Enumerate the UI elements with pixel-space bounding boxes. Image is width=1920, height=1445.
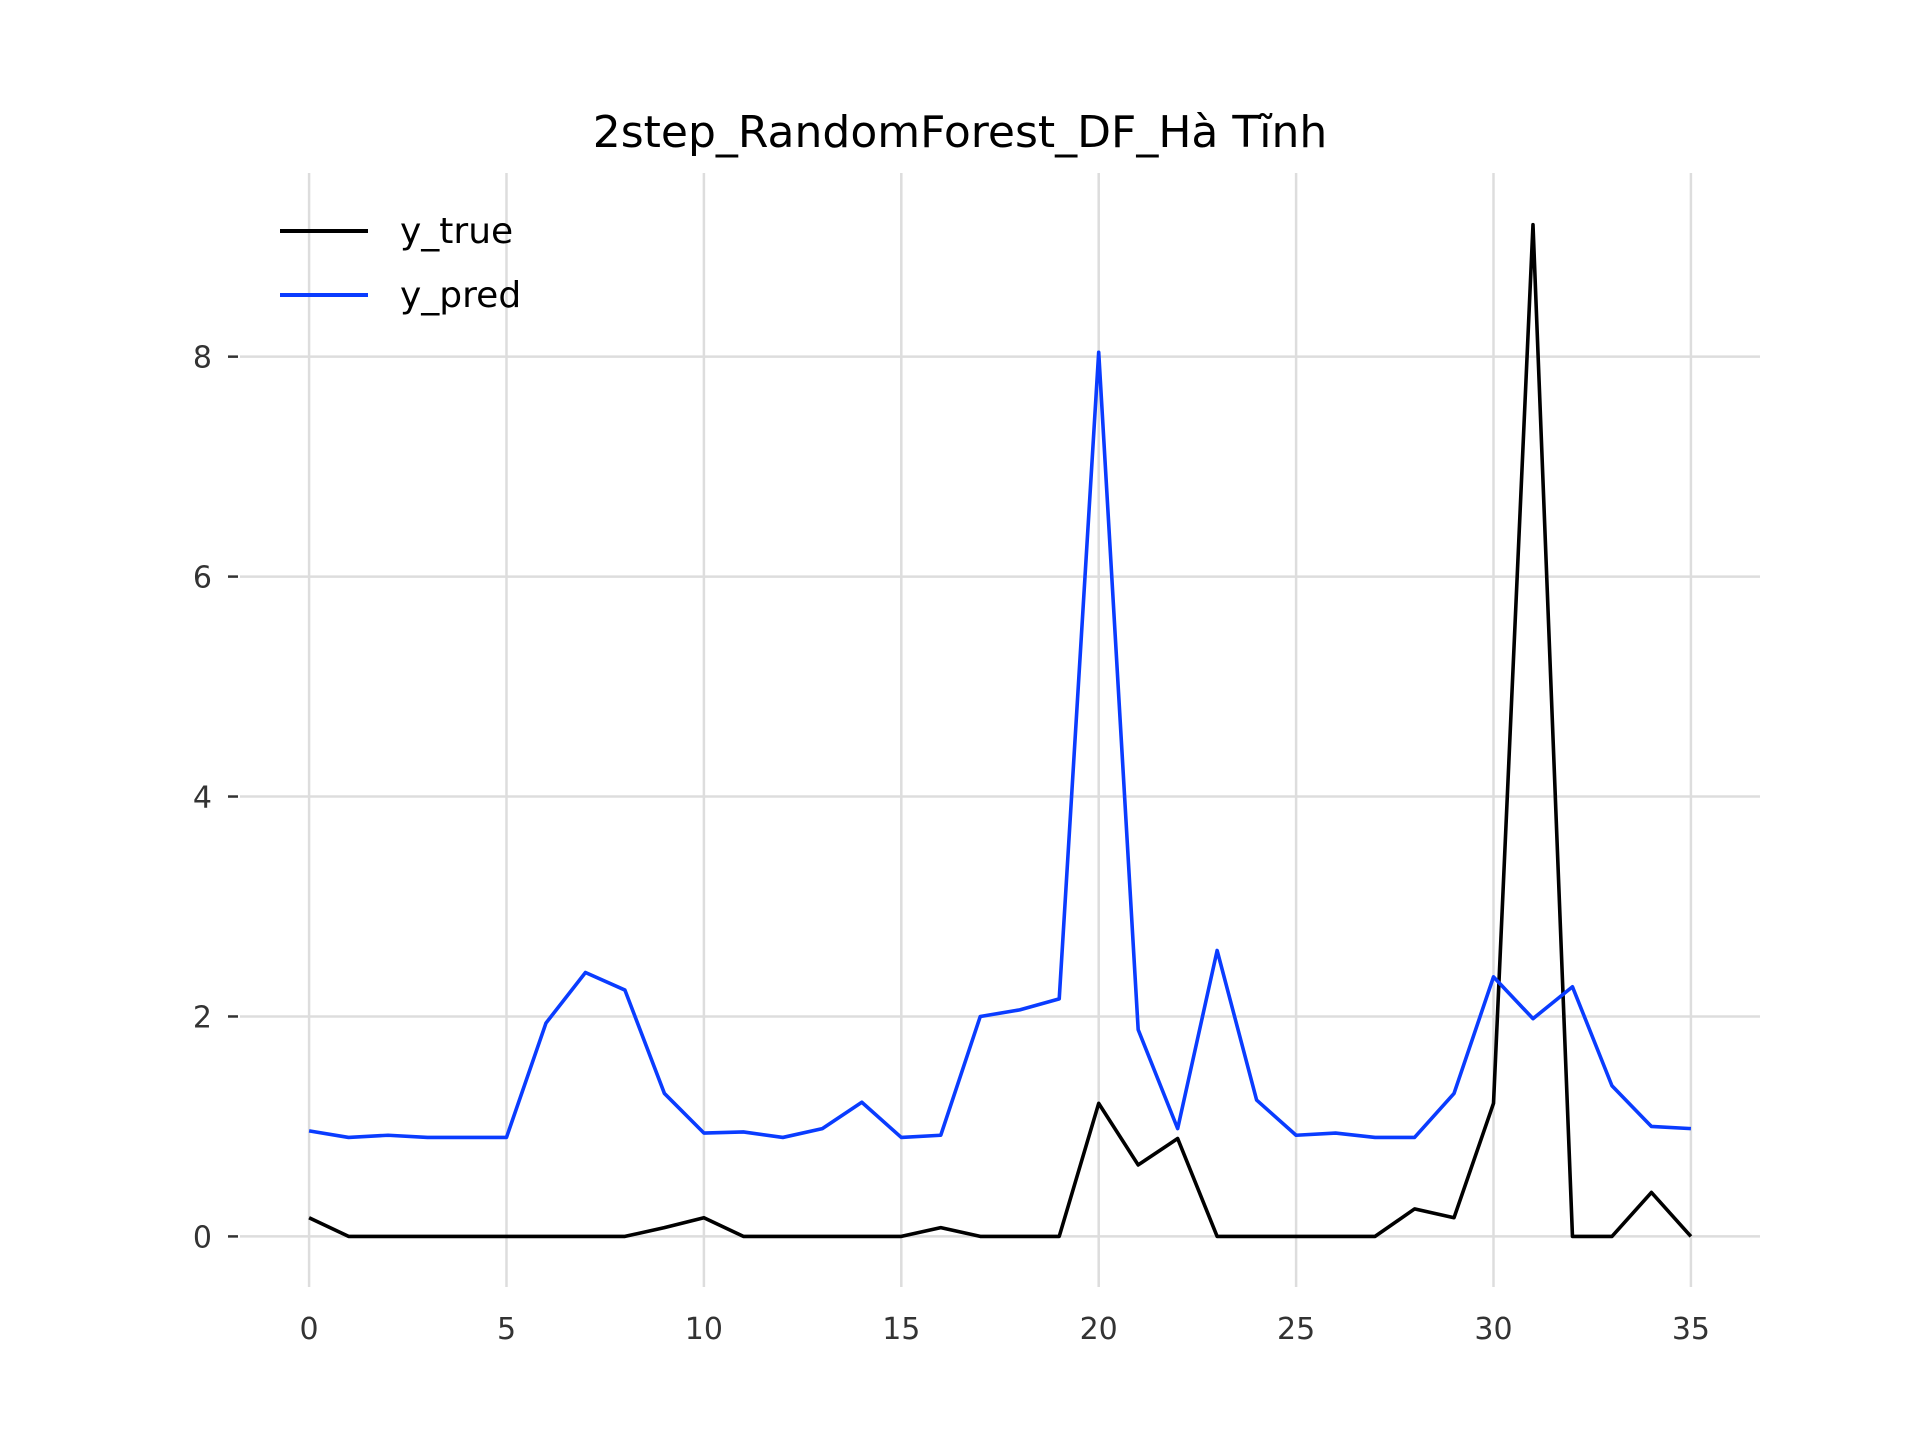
y-tick-label: 4	[193, 781, 212, 816]
y-tick-label: 6	[193, 561, 212, 596]
grid-layer	[240, 173, 1760, 1287]
x-tick-label: 0	[300, 1312, 319, 1347]
legend: y_true y_pred	[280, 211, 521, 316]
x-tick-label: 5	[497, 1312, 516, 1347]
y-tick-label: 8	[193, 341, 212, 376]
series-line-y-pred	[308, 350, 1692, 1140]
chart-title: 2step_RandomForest_DF_Hà Tĩnh	[593, 107, 1327, 158]
legend-label-y-pred: y_pred	[400, 275, 521, 316]
x-tick-label: 20	[1080, 1312, 1118, 1347]
axis-layer: 0 5 10 15 20 25 30 35 0 2 4 6 8	[193, 341, 1710, 1347]
series-line-y-true	[308, 222, 1693, 1239]
legend-label-y-true: y_true	[400, 211, 513, 252]
x-tick-label: 35	[1672, 1312, 1710, 1347]
x-tick-label: 10	[685, 1312, 723, 1347]
y-tick-label: 0	[193, 1220, 212, 1255]
x-tick-label: 25	[1277, 1312, 1315, 1347]
x-tick-label: 15	[882, 1312, 920, 1347]
series-layer	[308, 222, 1693, 1239]
x-tick-label: 30	[1474, 1312, 1512, 1347]
y-tick-label: 2	[193, 1000, 212, 1035]
